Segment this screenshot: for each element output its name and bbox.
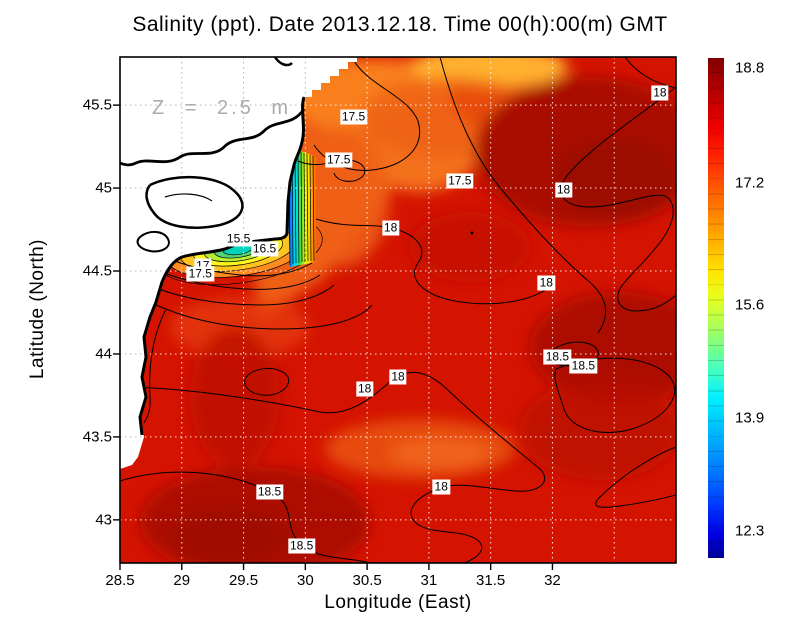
axis-ticks [113, 104, 554, 570]
x-tick-label: 29.5 [228, 572, 259, 589]
colorbar-tick-label: 13.9 [735, 409, 765, 427]
y-tick-label: 43.5 [82, 428, 112, 446]
x-axis-title: Longitude (East) [324, 592, 472, 613]
contour-label: 18 [355, 381, 374, 397]
y-tick-label: 45 [95, 179, 112, 197]
contour-label: 18 [389, 369, 407, 385]
colorbar-tick-label: 12.3 [735, 522, 765, 540]
x-tick-label: 28.5 [105, 572, 135, 589]
contour-label: 17.5 [446, 173, 474, 189]
contour-label: 18.5 [255, 484, 284, 500]
inland-river-line [120, 108, 306, 167]
contour-label: 17.5 [325, 152, 353, 168]
x-tick-label: 31.5 [476, 572, 506, 589]
contour-label: 18.5 [543, 349, 572, 365]
coastline [120, 57, 306, 436]
contour-label: 18.5 [569, 358, 598, 374]
contour-label: 17.5 [339, 109, 368, 125]
contour-label: 17.5 [186, 266, 214, 282]
chart-title: Salinity (ppt). Date 2013.12.18. Time 00… [132, 13, 668, 36]
contour-lines [120, 57, 676, 563]
contour-label: 18 [537, 275, 555, 291]
x-tick-label: 29 [173, 572, 191, 589]
contour-label: 18.5 [287, 538, 316, 554]
lagoon-outline [145, 175, 244, 229]
y-tick-label: 45.5 [82, 96, 112, 114]
contour-label: 18 [554, 182, 573, 198]
colorbar-tick-label: 17.2 [735, 174, 765, 192]
contour-label: 16.5 [250, 241, 279, 257]
small-lagoon-outline [136, 231, 170, 253]
colorbar-tick-label: 18.8 [735, 59, 765, 77]
plot-frame [119, 56, 677, 564]
land-mass [120, 57, 357, 469]
contour-label: 18 [381, 220, 400, 236]
x-tick-label: 30 [296, 572, 314, 589]
x-tick-label: 31 [420, 572, 438, 589]
contour-label: 18 [651, 85, 669, 101]
x-tick-label: 32 [544, 572, 561, 589]
colorbar [708, 58, 724, 558]
contour-label: 15.5 [224, 231, 253, 247]
y-tick-label: 44 [95, 345, 112, 363]
y-tick-label: 43 [95, 511, 112, 529]
river-mouth-line [273, 57, 293, 67]
y-tick-label: 44.5 [82, 262, 112, 280]
colorbar-tick-label: 15.6 [735, 296, 765, 314]
x-tick-label: 30.5 [352, 572, 382, 589]
contour-label: 18 [432, 479, 450, 495]
depth-annotation: Z = 2.5 m [152, 97, 292, 119]
